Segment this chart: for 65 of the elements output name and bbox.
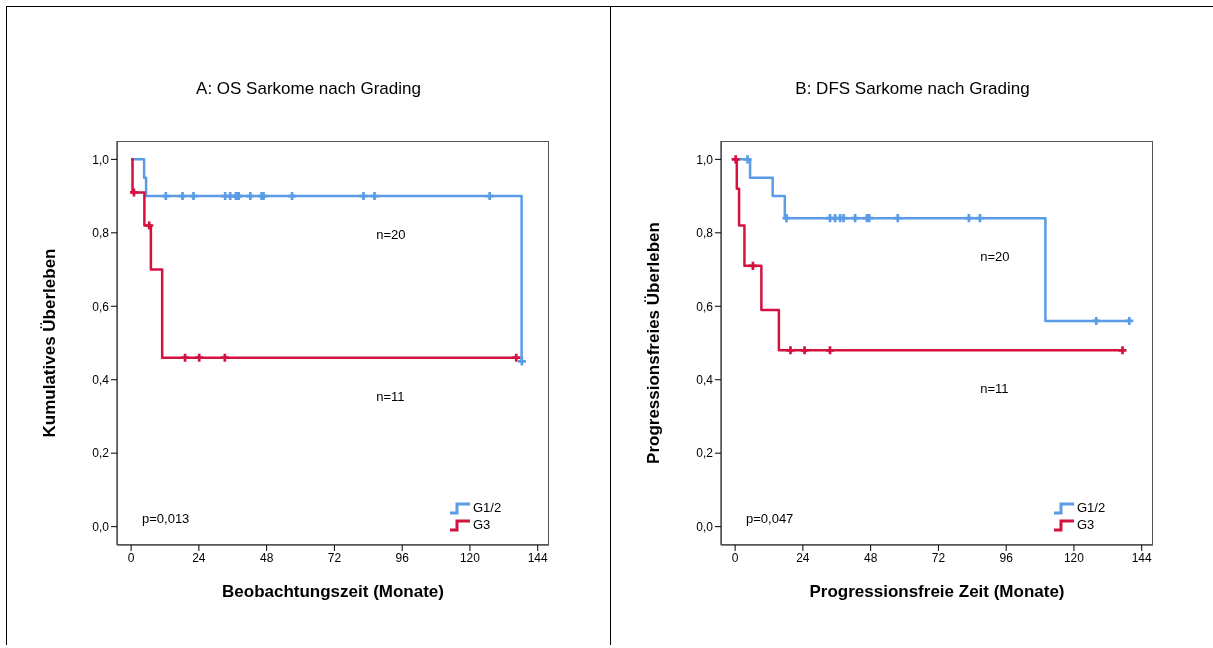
point: [220, 353, 229, 362]
point: [512, 353, 521, 362]
y-tick-label: 0,2: [92, 446, 110, 461]
x-axis-title: Beobachtungszeit (Monate): [222, 582, 444, 601]
point: [145, 221, 154, 230]
annotation: n=11: [376, 388, 405, 404]
x-tick-label: 120: [459, 550, 481, 565]
y-tick-label: 0,0: [92, 519, 110, 534]
legend-label: G1/2: [473, 499, 502, 516]
point: [893, 214, 902, 223]
x-tick-label: 0: [127, 550, 135, 565]
legend-label: G3: [473, 516, 491, 533]
point: [189, 192, 198, 201]
x-tick-label: 96: [395, 550, 410, 565]
y-axis-title: Progressionsfreies Überleben: [644, 222, 664, 464]
point: [129, 188, 138, 197]
y-tick-label: 0,8: [92, 226, 110, 241]
annotation: n=20: [980, 248, 1010, 264]
x-axis-title: Progressionsfreie Zeit (Monate): [809, 582, 1065, 601]
x-tick-label: 0: [731, 550, 739, 565]
x-tick-label: 96: [999, 550, 1014, 565]
point: [517, 357, 526, 366]
point: [743, 155, 752, 164]
x-tick-label: 72: [327, 550, 342, 565]
y-tick-label: 0,2: [696, 446, 714, 461]
point: [825, 346, 835, 355]
annotation: n=11: [980, 380, 1009, 396]
annotation: p=0,047: [746, 511, 794, 526]
point: [731, 155, 740, 164]
point: [359, 192, 368, 201]
point: [1092, 316, 1101, 325]
point: [786, 346, 795, 355]
y-tick-label: 0,4: [696, 372, 714, 387]
legend-label: G3: [1077, 516, 1095, 533]
x-tick-label: 24: [796, 550, 810, 565]
x-tick-label: 72: [931, 550, 946, 565]
point: [782, 214, 791, 223]
y-tick-label: 0,6: [92, 299, 110, 314]
chart-title: B: DFS Sarkome nach Grading: [794, 79, 1031, 99]
x-tick-label: 144: [1131, 550, 1153, 565]
point: [195, 353, 204, 362]
point: [1118, 346, 1127, 355]
y-tick-label: 0,6: [696, 299, 714, 314]
point: [1125, 316, 1134, 325]
point: [246, 192, 255, 201]
x-tick-label: 144: [527, 550, 549, 565]
y-tick-label: 0,8: [696, 226, 714, 241]
chart-title: A: OS Sarkome nach Grading: [195, 79, 422, 99]
point: [800, 346, 809, 355]
point: [178, 192, 187, 201]
x-tick-label: 120: [1063, 550, 1085, 565]
legend-label: G1/2: [1077, 499, 1106, 516]
annotation: n=20: [376, 226, 406, 242]
y-axis-title: Kumulatives Überleben: [40, 248, 60, 438]
y-tick-label: 1,0: [92, 152, 110, 167]
y-tick-label: 0,4: [92, 372, 110, 387]
x-tick-label: 24: [192, 550, 206, 565]
point: [370, 192, 379, 201]
point: [181, 353, 190, 362]
y-tick-label: 0,0: [696, 519, 714, 534]
point: [485, 192, 494, 201]
x-tick-label: 48: [863, 550, 878, 565]
x-tick-label: 48: [259, 550, 274, 565]
y-tick-label: 1,0: [696, 152, 714, 167]
annotation: p=0,013: [142, 511, 190, 526]
